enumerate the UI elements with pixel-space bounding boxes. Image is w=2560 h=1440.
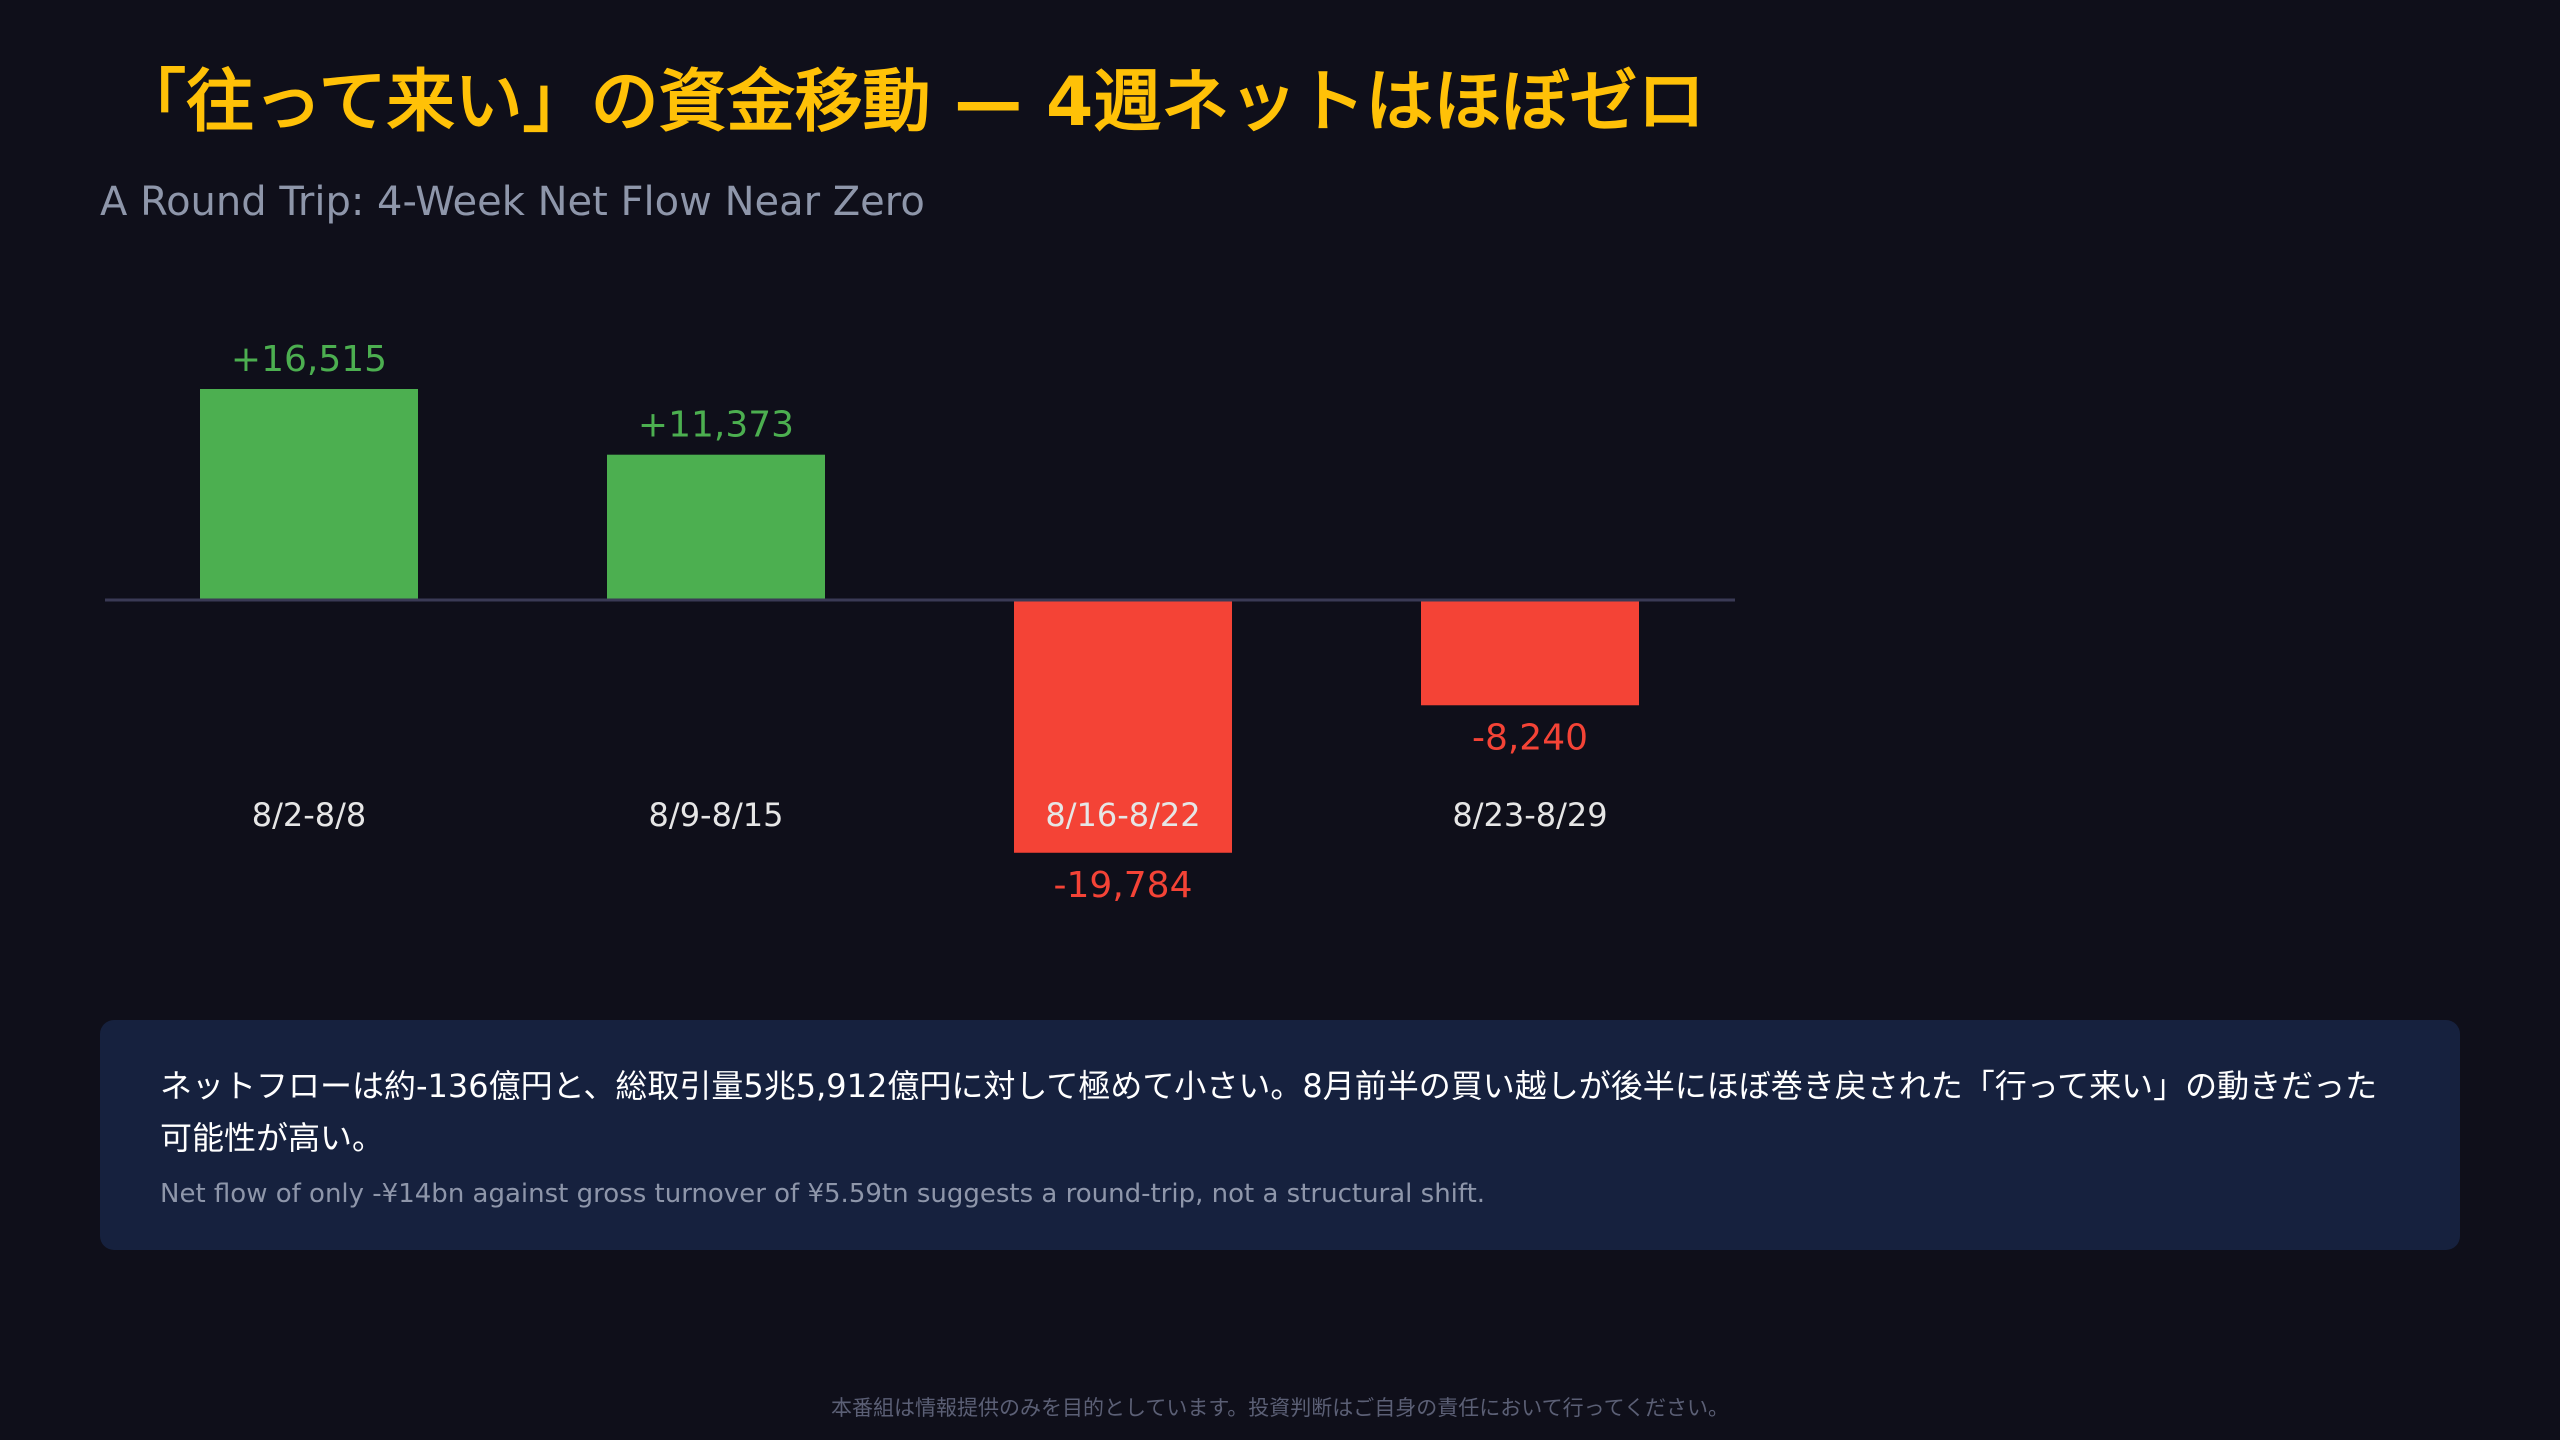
page-subtitle: A Round Trip: 4-Week Net Flow Near Zero — [100, 179, 925, 225]
page-title: 「往って来い」の資金移動 — 4週ネットはほぼゼロ — [118, 63, 1706, 142]
bar-2 — [607, 454, 825, 600]
disclaimer-text: 本番組は情報提供のみを目的としています。投資判断はご自身の責任において行ってくだ… — [831, 1396, 1729, 1420]
summary-note-box: ネットフローは約-136億円と、総取引量5兆5,912億円に対して極めて小さい。… — [100, 1020, 2460, 1250]
value-label-4: -8,240 — [1472, 717, 1588, 758]
bar-1 — [200, 389, 418, 600]
value-label-3: -19,784 — [1054, 865, 1193, 906]
bar-4 — [1421, 600, 1639, 706]
category-label-4: 8/23-8/29 — [1452, 796, 1607, 834]
net-flow-bar-chart: +16,515 8/2-8/8 +11,373 8/9-8/15 -19,784 8/16… — [105, 339, 1735, 906]
summary-note-japanese: ネットフローは約-136億円と、総取引量5兆5,912億円に対して極めて小さい。… — [160, 1067, 2378, 1157]
summary-note-english: Net flow of only -¥14bn against gross tu… — [160, 1179, 1486, 1209]
category-label-1: 8/2-8/8 — [252, 796, 367, 834]
value-label-2: +11,373 — [638, 405, 794, 446]
category-label-3: 8/16-8/22 — [1045, 796, 1200, 834]
bar-3 — [1014, 600, 1232, 853]
value-label-1: +16,515 — [231, 339, 387, 380]
category-label-2: 8/9-8/15 — [649, 796, 784, 834]
